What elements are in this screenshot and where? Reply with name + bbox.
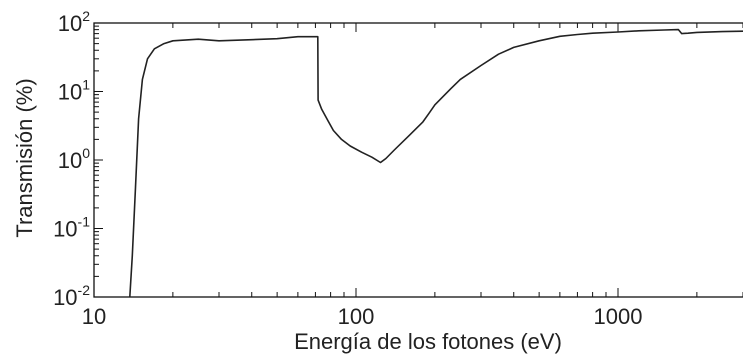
plot-frame	[93, 22, 743, 298]
x-tick-label: 10	[82, 304, 106, 329]
axis-ticks	[93, 22, 743, 298]
y-axis-label: Transmisión (%)	[12, 78, 37, 237]
x-tick-labels: 10 100 1000	[82, 304, 643, 329]
x-tick-label: 100	[338, 304, 375, 329]
y-tick-label: 100	[58, 145, 90, 173]
y-tick-label: 10-2	[53, 282, 90, 310]
y-tick-label: 102	[58, 8, 90, 36]
x-axis-label: Energía de los fotones (eV)	[294, 329, 562, 354]
transmission-series-line	[129, 28, 743, 298]
y-tick-label: 10-1	[53, 214, 90, 242]
x-tick-label: 1000	[594, 304, 643, 329]
y-tick-label: 101	[58, 77, 90, 105]
y-tick-labels: 10-2 10-1 100 101 102	[53, 8, 90, 310]
